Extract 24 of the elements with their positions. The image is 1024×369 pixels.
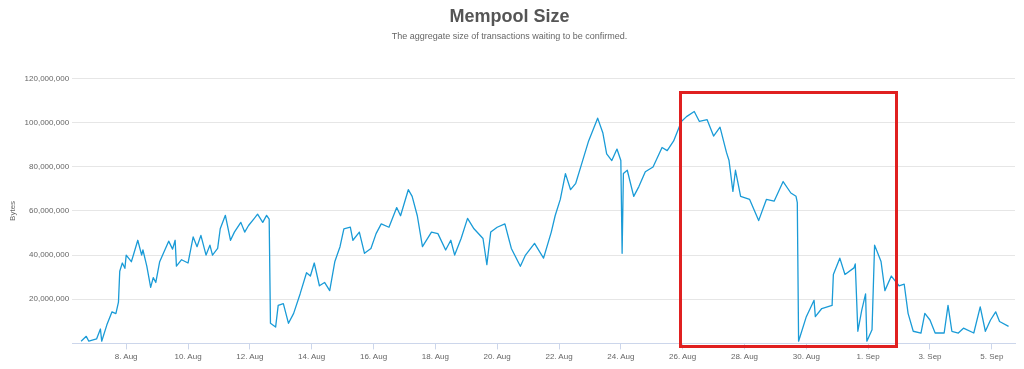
x-tick-label: 3. Sep xyxy=(918,352,943,362)
x-tick-label: 26. Aug xyxy=(669,352,697,362)
x-tick-label: 5. Sep xyxy=(980,352,1004,362)
x-tick-label: 22. Aug xyxy=(545,352,573,362)
x-tick-label: 28. Aug xyxy=(730,352,759,362)
x-tick-label: 8. Aug xyxy=(114,352,138,362)
y-tick-label: 60,000,000 xyxy=(29,206,70,216)
x-tick-label: 20. Aug xyxy=(483,352,511,362)
y-axis-title: Bytes xyxy=(8,200,17,221)
y-tick-label: 20,000,000 xyxy=(29,294,70,304)
y-tick-label: 40,000,000 xyxy=(29,250,70,260)
chart-title: Mempool Size xyxy=(449,5,570,26)
x-tick-label: 1. Sep xyxy=(856,352,881,362)
x-tick-label: 16. Aug xyxy=(359,352,388,362)
x-tick-label: 12. Aug xyxy=(236,352,264,362)
x-tick-label: 30. Aug xyxy=(792,352,820,362)
chart-subtitle: The aggregate size of transactions waiting to be confirmed. xyxy=(391,31,628,42)
y-tick-label: 100,000,000 xyxy=(24,117,70,127)
x-tick-label: 10. Aug xyxy=(174,352,202,362)
x-tick-label: 14. Aug xyxy=(298,352,326,362)
x-tick-label: 24. Aug xyxy=(607,352,635,362)
x-tick-label: 18. Aug xyxy=(421,352,449,362)
y-tick-label: 120,000,000 xyxy=(24,73,70,83)
y-tick-label: 80,000,000 xyxy=(29,161,70,171)
